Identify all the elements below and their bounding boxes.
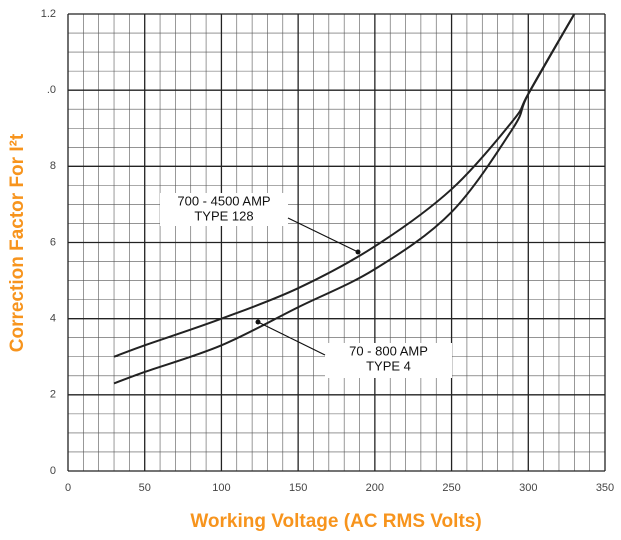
annotation-text: 700 - 4500 AMP <box>177 193 270 208</box>
annotation-box <box>325 343 452 378</box>
x-tick-label: 0 <box>65 482 71 494</box>
annotation-arrow <box>257 321 326 356</box>
x-tick-label: 50 <box>139 482 151 494</box>
annotation-text: 70 - 800 AMP <box>349 343 428 358</box>
annotation-arrow <box>287 217 359 253</box>
annotation-text: TYPE 4 <box>366 358 411 373</box>
y-tick-label: 6 <box>50 236 56 248</box>
x-tick-label: 150 <box>289 482 307 494</box>
y-tick-label: 2 <box>50 389 56 401</box>
arrow-head <box>355 249 361 255</box>
x-tick-label: 200 <box>366 482 384 494</box>
annotation-text: TYPE 128 <box>194 208 253 223</box>
arrow-head <box>255 319 261 325</box>
x-axis-label: Working Voltage (AC RMS Volts) <box>190 511 481 532</box>
x-tick-label: 250 <box>442 482 460 494</box>
x-tick-label: 300 <box>519 482 537 494</box>
y-tick-label: .0 <box>47 84 56 96</box>
x-tick-label: 350 <box>596 482 614 494</box>
annotation-box <box>160 193 288 226</box>
y-tick-label: 8 <box>50 160 56 172</box>
y-tick-label: 4 <box>50 313 56 325</box>
y-tick-label: 1.2 <box>41 8 56 20</box>
y-axis-label: Correction Factor For I²t <box>7 133 28 352</box>
x-tick-label: 100 <box>212 482 230 494</box>
line-series <box>113 13 576 385</box>
y-tick-label: 0 <box>50 465 56 477</box>
